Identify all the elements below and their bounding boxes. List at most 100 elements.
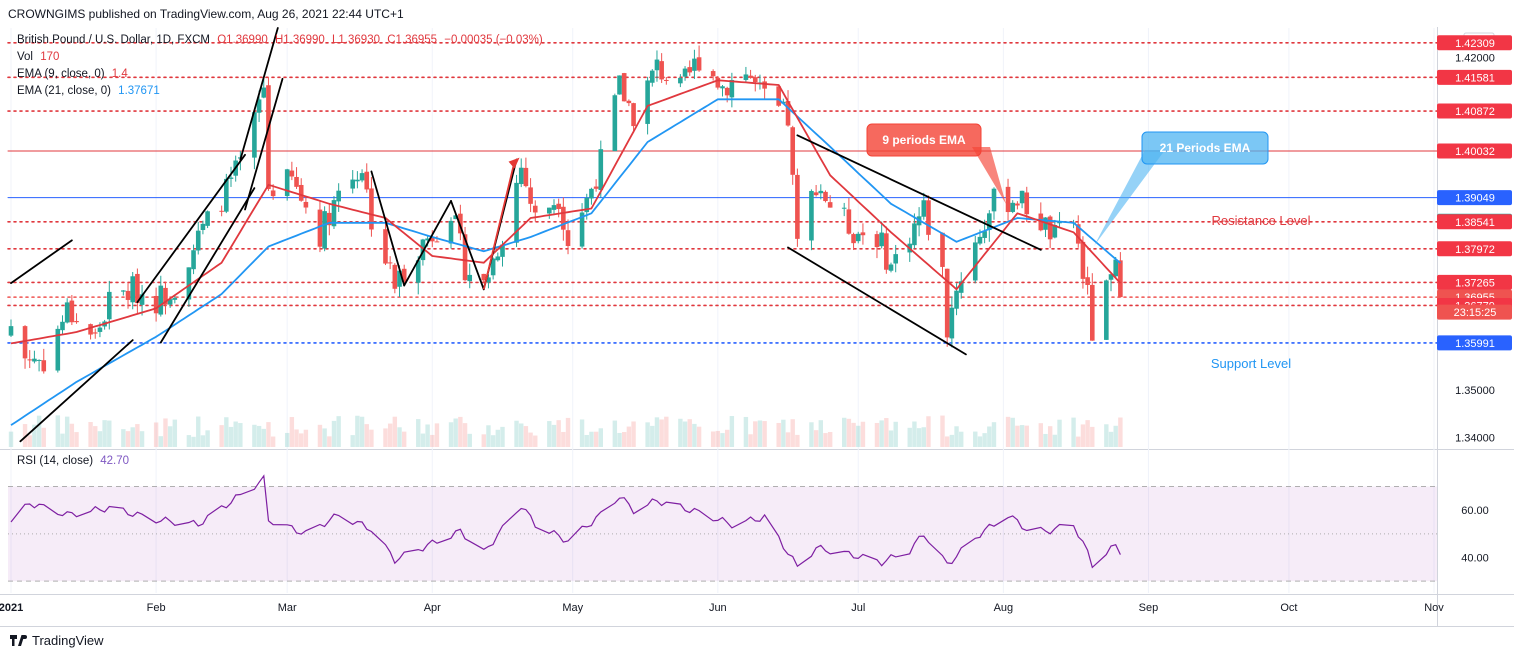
volume-bar [579,419,585,447]
volume-bar [1052,434,1058,447]
volume-bar [303,429,309,447]
candle-body [659,61,664,80]
volume-bar [654,417,660,447]
candle-body [32,358,37,362]
candle-body [649,70,655,83]
candle-body [153,295,159,314]
time-tick-label: Apr [424,602,441,614]
support-label: Support Level [1211,356,1291,371]
volume-bar [327,436,332,447]
volume-bar [167,426,173,447]
candle-body [621,73,627,102]
volume-bar [153,422,159,447]
candle-body [336,190,341,202]
ema21-legend[interactable]: EMA (21, close, 0) 1.37671 [17,85,164,97]
candle-body [135,273,140,304]
candle-body [425,238,430,241]
ema21-line [10,98,1121,426]
rsi-legend[interactable]: RSI (14, close) 42.70 [17,455,133,467]
price-level-badge [1437,274,1512,290]
symbol-name[interactable]: British Pound / U.S. Dollar, 1D, FXCM [17,34,211,46]
ema9-legend[interactable]: EMA (9, close, 0) 1.4 [17,68,132,80]
rsi-pane: 40.00 60.00 [8,474,1489,582]
volume-bar [598,428,603,447]
volume-bar [256,425,262,447]
volume-bar [682,421,688,447]
tradingview-footer[interactable]: TradingView [10,633,104,648]
volume-bar [547,421,552,447]
candle-body [678,77,683,84]
candle-body [462,234,468,281]
volume-bar [462,423,468,447]
price-level-badge [1437,69,1512,85]
volume-bar [696,426,702,447]
volume-bar [163,418,168,447]
candle-body [106,291,112,320]
candle-body [958,281,964,293]
candle-body [715,77,721,88]
price-level-badge-label: 1.35991 [1455,338,1495,350]
volume-bar [678,418,683,447]
volume-bar [987,426,992,447]
volume-bar [884,418,889,447]
price-level-badge [1437,190,1512,206]
candle-body [266,85,271,190]
price-level-badge-label: 1.37265 [1455,277,1495,289]
volume-bar [809,422,814,447]
volume-bar [1038,423,1044,447]
candle-body [289,170,295,177]
time-tick-label: Aug [994,602,1014,614]
volume-bar [383,428,388,447]
candle-body [926,200,931,235]
volume-bars [8,415,1123,447]
candle-body [617,75,622,95]
candle-body [195,230,201,251]
candle-body [294,176,299,187]
ema9-callout-pointer [972,147,1006,204]
countdown-label: 23:15:25 [1454,307,1497,319]
volume-bar [1080,424,1086,447]
candle-body [561,206,566,230]
volume-bar [387,423,393,447]
volume-bar [813,430,819,447]
volume-bar [533,435,538,447]
candle-body [954,290,959,309]
volume-bar [785,432,791,447]
price-level-badge-label: 1.41581 [1455,72,1495,84]
volume-bar [944,436,950,447]
volume-legend[interactable]: Vol 170 [17,51,63,63]
volume-bar [228,426,234,447]
trendline-segment [787,246,967,356]
volume-bar [453,418,458,447]
volume-bar [551,424,557,447]
candle-body [284,169,290,197]
candle-body [163,287,168,305]
volume-bar [856,425,861,447]
candle-body [598,149,604,191]
ema21-callout-box [1141,131,1269,165]
volume-bar [130,427,135,447]
volume-bar [991,422,997,447]
volume-bar [818,420,823,447]
candle-body [551,205,557,210]
candle-body [818,190,824,194]
volume-bar [907,427,912,447]
volume-bar [949,434,955,447]
candle-body [589,188,594,199]
ema9-callout-box [866,123,982,157]
candle-body [88,324,93,335]
candle-body [261,87,267,98]
volume-bar [622,432,627,447]
candle-body [696,57,702,71]
candle-body [1010,202,1016,212]
candle-body [846,209,852,234]
candle-body [827,202,833,208]
volume-bar [842,417,847,447]
candle-body [458,213,463,234]
volume-bar [776,422,781,447]
volume-bar [584,434,589,447]
candle-body [369,188,374,230]
candle-body [626,100,632,104]
candle-body [41,360,47,372]
volume-bar [589,431,594,447]
